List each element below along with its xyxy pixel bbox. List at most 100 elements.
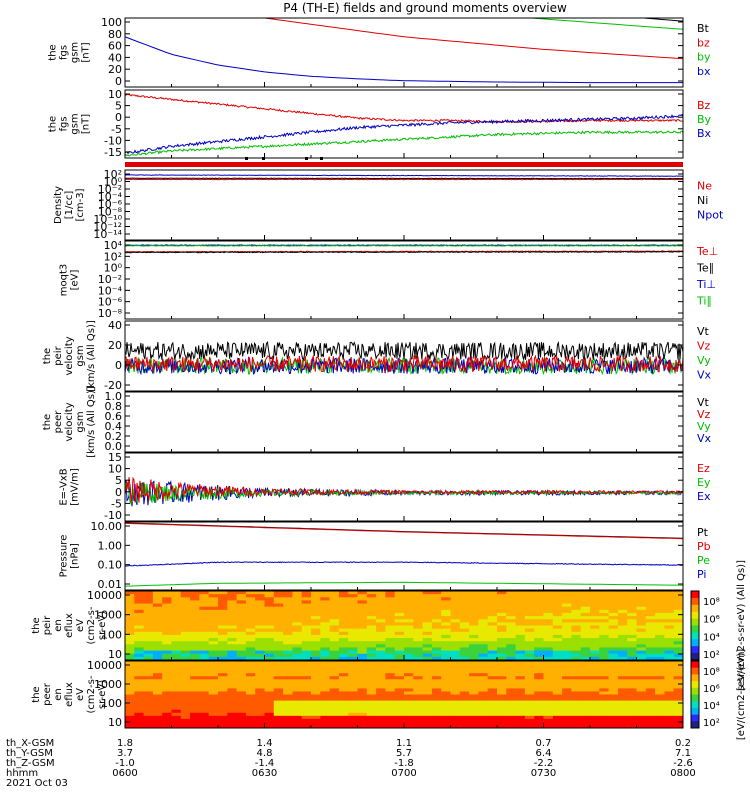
flag-marker (262, 157, 265, 160)
y-tick-label: 100 (101, 16, 122, 29)
panel-frame (124, 391, 684, 453)
series-Vz (125, 354, 683, 373)
series-By (125, 130, 683, 157)
y-tick-label: 0.6 (105, 410, 123, 423)
y-tick-label: 10 (108, 463, 122, 476)
y-tick-label: 10⁰ (104, 176, 123, 189)
legend-entry: Te⊥ (696, 245, 718, 258)
y-tick-label: 0.2 (105, 430, 123, 443)
y-tick-label: 1.0 (105, 390, 123, 403)
series-by (523, 18, 683, 30)
colorbar-tick: 10⁸ (703, 667, 720, 678)
series-Te∥ (125, 250, 683, 254)
legend-entry: Vy (697, 354, 711, 367)
y-tick-label: 10² (104, 168, 122, 181)
y-tick-label: 10⁻⁴ (98, 191, 123, 204)
colorbar-label: [eV/(cm2-s-sr-eV)] (736, 649, 747, 740)
colorbar-tick: 10² (703, 650, 720, 661)
legend-entry: Vz (697, 340, 711, 353)
x-axis-row-label: 2021 Oct 03 (6, 778, 68, 789)
legend-entry: Bt (697, 22, 710, 35)
y-tick-label: 10000 (87, 659, 122, 672)
series-group (125, 340, 683, 376)
series-group (125, 476, 683, 507)
x-tick-label: 1.1 (396, 738, 412, 749)
x-axis-row-label: hhmm (6, 768, 38, 779)
legend-entry: Vt (697, 396, 710, 409)
y-tick-label: 10 (108, 648, 122, 661)
y-tick-label: 10.00 (91, 520, 123, 533)
y-tick-label: 20 (108, 339, 122, 352)
series-bz (262, 18, 683, 60)
flag-marker (320, 157, 323, 160)
y-tick-label: 0 (115, 359, 122, 372)
x-tick-label: 0630 (252, 768, 277, 779)
legend-entry: Vx (697, 369, 712, 382)
y-tick-label: 10000 (87, 589, 122, 602)
x-tick-label: -2.2 (534, 758, 554, 769)
y-tick-label: 1000 (94, 678, 122, 691)
legend-entry: Ti⊥ (696, 278, 716, 291)
colorbar-tick: 10⁸ (703, 597, 720, 608)
series-Bx (125, 113, 683, 155)
legend-entry: bz (697, 36, 710, 49)
y-tick-label: 0.0 (105, 440, 123, 453)
y-tick-label: 1000 (94, 609, 122, 622)
y-tick-label: 5 (115, 100, 122, 113)
y-tick-label: 10² (104, 250, 122, 263)
legend-entry: By (697, 113, 712, 126)
x-tick-label: 3.7 (117, 748, 133, 759)
series-group (125, 93, 683, 157)
y-tick-label: 15 (108, 451, 122, 464)
legend-entry: Te∥ (696, 262, 714, 275)
y-tick-label: 0.01 (98, 578, 123, 591)
legend-entry: Ne (697, 179, 712, 192)
y-axis-label: thepeervelocitygsm[km/s (All Qs)] (42, 386, 97, 458)
flag-marker (305, 157, 308, 160)
y-tick-label: -10 (104, 509, 122, 522)
y-tick-label: 1.00 (98, 539, 123, 552)
y-tick-label: 10⁻² (98, 183, 122, 196)
panel-10: 10⁸ 10⁶ 10⁴ 10² [eV/(cm2-s-sr-eV)] 10000 1000 1… (31, 649, 747, 740)
series-group (125, 522, 683, 587)
y-tick-label: 20 (108, 63, 122, 76)
y-axis-label: Density[1/cc][cm-3] (53, 186, 86, 224)
series-Ni (125, 177, 683, 180)
series-Ez (125, 476, 683, 503)
legend-entry: Npot (697, 208, 724, 221)
legend-entry: Pb (697, 540, 711, 553)
y-tick-label: 0.8 (105, 400, 123, 413)
y-axis-label: thefgsgsm[nT] (48, 113, 92, 134)
panel-frame (124, 17, 684, 88)
y-tick-label: 10 (108, 716, 122, 729)
series-Pb (125, 522, 683, 540)
y-tick-label: -10 (104, 134, 122, 147)
series-group (125, 174, 683, 181)
colorbar-tick: 10⁴ (703, 632, 720, 643)
y-tick-label: 10⁻⁴ (98, 284, 123, 297)
x-axis-row-label: th_Y-GSM (6, 748, 53, 759)
legend-entry: Vy (697, 420, 711, 433)
y-tick-label: 0 (115, 111, 122, 124)
x-tick-label: 4.8 (257, 748, 273, 759)
y-axis-label: thepeirenefluxeV(cm2-s-sr-eV) (31, 606, 108, 644)
y-tick-label: 5 (115, 474, 122, 487)
flag-marker (245, 157, 248, 160)
colorbar-tick: 10⁴ (703, 701, 720, 712)
x-tick-label: 0.2 (675, 738, 691, 749)
x-tick-label: 7.1 (675, 748, 691, 759)
y-tick-label: 40 (108, 51, 122, 64)
series-group (125, 244, 683, 254)
y-tick-label: 10⁴ (104, 239, 123, 252)
legend-entry: Pt (697, 526, 709, 539)
colorbar-label: [eV/(cm2-s-sr-eV) (All Qs)] (736, 560, 747, 691)
panel-frame (124, 169, 684, 241)
figure-title: P4 (TH-E) fields and ground moments over… (283, 1, 567, 15)
legend-entry: Vx (697, 432, 712, 445)
